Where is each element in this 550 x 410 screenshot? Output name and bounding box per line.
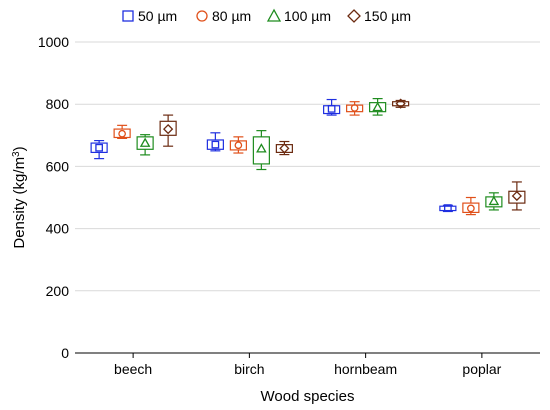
- median-marker-diamond: [511, 190, 522, 202]
- median-marker-square: [327, 105, 336, 113]
- median-marker-triangle: [139, 137, 151, 147]
- x-tick-label-birch: birch: [234, 361, 264, 377]
- legend-item-3: 150 µm: [347, 8, 411, 24]
- box-beech-series-2: [136, 134, 154, 156]
- box-birch-series-3: [275, 140, 293, 156]
- median-marker-triangle: [266, 8, 282, 22]
- box-poplar-series-1: [462, 196, 480, 216]
- median-marker-diamond: [347, 9, 361, 23]
- y-axis-title-main: Density (kg/m: [11, 157, 28, 249]
- legend-label: 50 µm: [138, 8, 177, 24]
- legend-item-1: 80 µm: [196, 8, 251, 24]
- median-marker-triangle: [488, 195, 500, 206]
- median-marker-circle: [234, 141, 243, 150]
- box-iqr: [159, 120, 177, 136]
- x-axis-title: Wood species: [261, 388, 355, 405]
- box-iqr: [206, 139, 224, 150]
- box-beech-series-3: [159, 114, 177, 147]
- legend-label: 80 µm: [212, 8, 251, 24]
- y-tick-label: 0: [61, 345, 69, 361]
- median-marker-triangle: [256, 143, 267, 153]
- box-birch-series-1: [229, 136, 247, 154]
- box-hornbeam-series-3: [392, 98, 410, 109]
- box-iqr: [90, 142, 108, 154]
- y-tick-label: 800: [46, 96, 70, 112]
- y-tick-label: 200: [46, 283, 70, 299]
- y-tick-label: 400: [46, 221, 70, 237]
- box-birch-series-0: [206, 132, 224, 152]
- median-marker-diamond: [163, 123, 174, 135]
- legend-label: 150 µm: [364, 8, 411, 24]
- legend-label: 100 µm: [284, 8, 331, 24]
- box-birch-series-2: [252, 130, 270, 171]
- box-iqr: [229, 140, 247, 151]
- median-marker-diamond: [279, 143, 290, 154]
- y-axis-title: Density (kg/m3): [11, 146, 29, 248]
- box-iqr: [485, 196, 503, 208]
- x-tick-label-poplar: poplar: [462, 361, 501, 377]
- box-iqr: [439, 205, 457, 212]
- box-iqr: [508, 190, 526, 204]
- y-tick-label: 1000: [38, 34, 69, 50]
- median-marker-circle: [350, 104, 359, 112]
- box-beech-series-0: [90, 139, 108, 160]
- median-marker-circle: [196, 10, 208, 22]
- box-hornbeam-series-0: [323, 98, 341, 116]
- box-iqr: [252, 136, 270, 165]
- box-iqr: [462, 202, 480, 214]
- legend-item-0: 50 µm: [122, 8, 177, 24]
- box-poplar-series-3: [508, 181, 526, 211]
- box-hornbeam-series-2: [369, 98, 387, 116]
- box-poplar-series-2: [485, 192, 503, 211]
- median-marker-square: [211, 140, 220, 149]
- median-marker-square: [122, 10, 134, 22]
- box-iqr: [275, 144, 293, 154]
- box-marks: [90, 98, 526, 216]
- box-iqr: [392, 101, 410, 107]
- box-hornbeam-series-1: [346, 101, 364, 116]
- median-marker-triangle: [372, 101, 383, 112]
- y-axis-ticks: 0 200 400 600 800 1000: [38, 34, 69, 361]
- y-axis-title-end: ): [11, 146, 28, 151]
- y-tick-label: 600: [46, 158, 70, 174]
- y-axis-title-sup: 3: [11, 151, 22, 157]
- legend-item-2: 100 µm: [266, 8, 331, 24]
- x-tick-label-hornbeam: hornbeam: [334, 361, 397, 377]
- box-beech-series-1: [113, 124, 131, 140]
- x-axis-ticks: beech birch hornbeam poplar: [114, 353, 502, 377]
- median-marker-square: [444, 204, 452, 212]
- x-tick-label-beech: beech: [114, 361, 152, 377]
- median-marker-circle: [118, 129, 126, 138]
- box-poplar-series-0: [439, 204, 457, 213]
- median-marker-square: [95, 143, 103, 152]
- median-marker-diamond: [395, 98, 406, 109]
- median-marker-circle: [467, 204, 475, 213]
- grid-lines: [75, 41, 540, 292]
- legend: 50 µm 80 µm 100 µm 150 µm: [122, 8, 411, 24]
